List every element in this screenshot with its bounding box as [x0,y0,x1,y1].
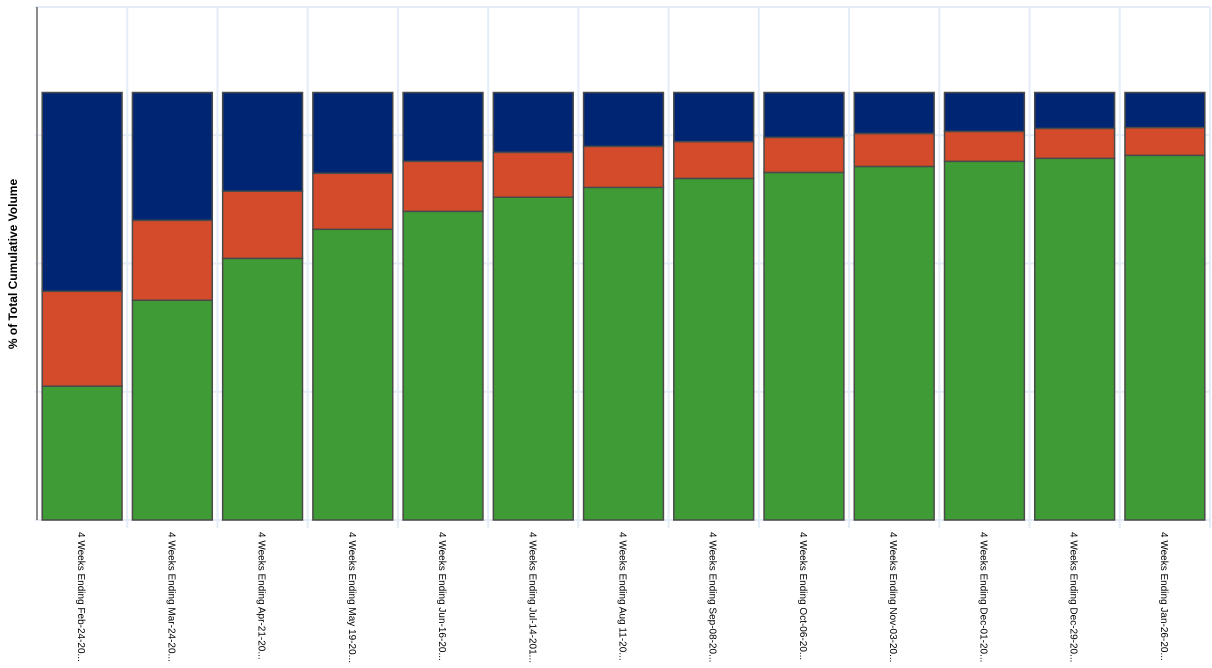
bar-segment-series-3 [763,91,845,139]
bar-segment-series-1 [582,186,665,521]
bar-segment-series-2 [221,190,304,260]
x-tick-labels: 4 Weeks Ending Feb-24-20... 4 Weeks Endin… [75,532,1169,663]
bar-segment-series-1 [1033,157,1116,521]
bar-segment-series-3 [673,91,755,143]
x-tick-label: 4 Weeks Ending Oct-06-20... [797,532,808,660]
bar-segment-series-1 [1124,154,1206,521]
x-tick-label: 4 Weeks Ending Apr-21-20... [256,532,267,660]
bars [41,91,1206,521]
x-tick-label: 4 Weeks Ending Feb-24-20... [75,532,86,662]
x-tick-label: 4 Weeks Ending Jan-26-20... [1158,532,1169,661]
bar-segment-series-2 [582,145,665,189]
bar-stack [582,91,665,521]
bar-segment-series-3 [943,91,1026,133]
bar-segment-series-2 [41,290,123,387]
bar-segment-series-3 [131,91,214,222]
x-tick-label: 4 Weeks Ending Dec-29-20... [1068,532,1079,662]
x-tick-label: 4 Weeks Ending Jun-16-20... [436,532,447,661]
bar-segment-series-2 [131,219,214,302]
x-tick-label: 4 Weeks Ending Jul-14-201... [526,532,537,663]
y-axis-label: % of Total Cumulative Volume [6,179,20,350]
bar-segment-series-3 [492,91,574,154]
x-tick-label: 4 Weeks Ending May 19-20... [346,532,357,663]
bar-stack [492,91,574,521]
bar-segment-series-2 [763,136,845,174]
x-tick-label: 4 Weeks Ending Mar-24-20... [165,532,176,662]
bar-segment-series-2 [492,151,574,198]
bar-segment-series-2 [312,172,394,231]
bar-segment-series-1 [131,299,214,521]
bar-segment-series-1 [492,196,574,521]
bar-segment-series-3 [582,91,665,148]
bar-segment-series-3 [402,91,484,163]
bar-segment-series-3 [1124,91,1206,129]
bar-stack [1124,91,1206,521]
x-tick-label: 4 Weeks Ending Aug 11-20... [617,532,628,661]
bar-segment-series-1 [763,171,845,521]
bar-segment-series-2 [943,130,1026,163]
bar-segment-series-2 [673,140,755,180]
bar-stack [312,91,394,521]
bar-segment-series-1 [943,160,1026,521]
bar-segment-series-2 [1124,126,1206,157]
bar-segment-series-2 [1033,127,1116,160]
bar-segment-series-2 [402,160,484,213]
bar-stack [1033,91,1116,521]
bar-segment-series-1 [221,257,304,521]
bar-stack [221,91,304,521]
bar-stack [763,91,845,521]
x-tick-label: 4 Weeks Ending Nov-03-20... [887,532,898,662]
bar-segment-series-2 [853,132,935,168]
bar-segment-series-3 [41,91,123,293]
bar-segment-series-1 [41,385,123,521]
bar-segment-series-3 [1033,91,1116,130]
bar-stack [943,91,1026,521]
bar-segment-series-1 [402,210,484,521]
bar-stack [673,91,755,521]
x-tick-label: 4 Weeks Ending Dec-01-20... [977,532,988,662]
bar-segment-series-3 [853,91,935,135]
bar-stack [41,91,123,521]
bar-segment-series-1 [312,228,394,521]
bar-stack [853,91,935,521]
bar-segment-series-1 [853,165,935,521]
bar-segment-series-3 [221,91,304,193]
x-tick-label: 4 Weeks Ending Sep-08-20... [707,532,718,662]
bar-stack [131,91,214,521]
bar-segment-series-3 [312,91,394,175]
bar-segment-series-1 [673,177,755,521]
bar-stack [402,91,484,521]
